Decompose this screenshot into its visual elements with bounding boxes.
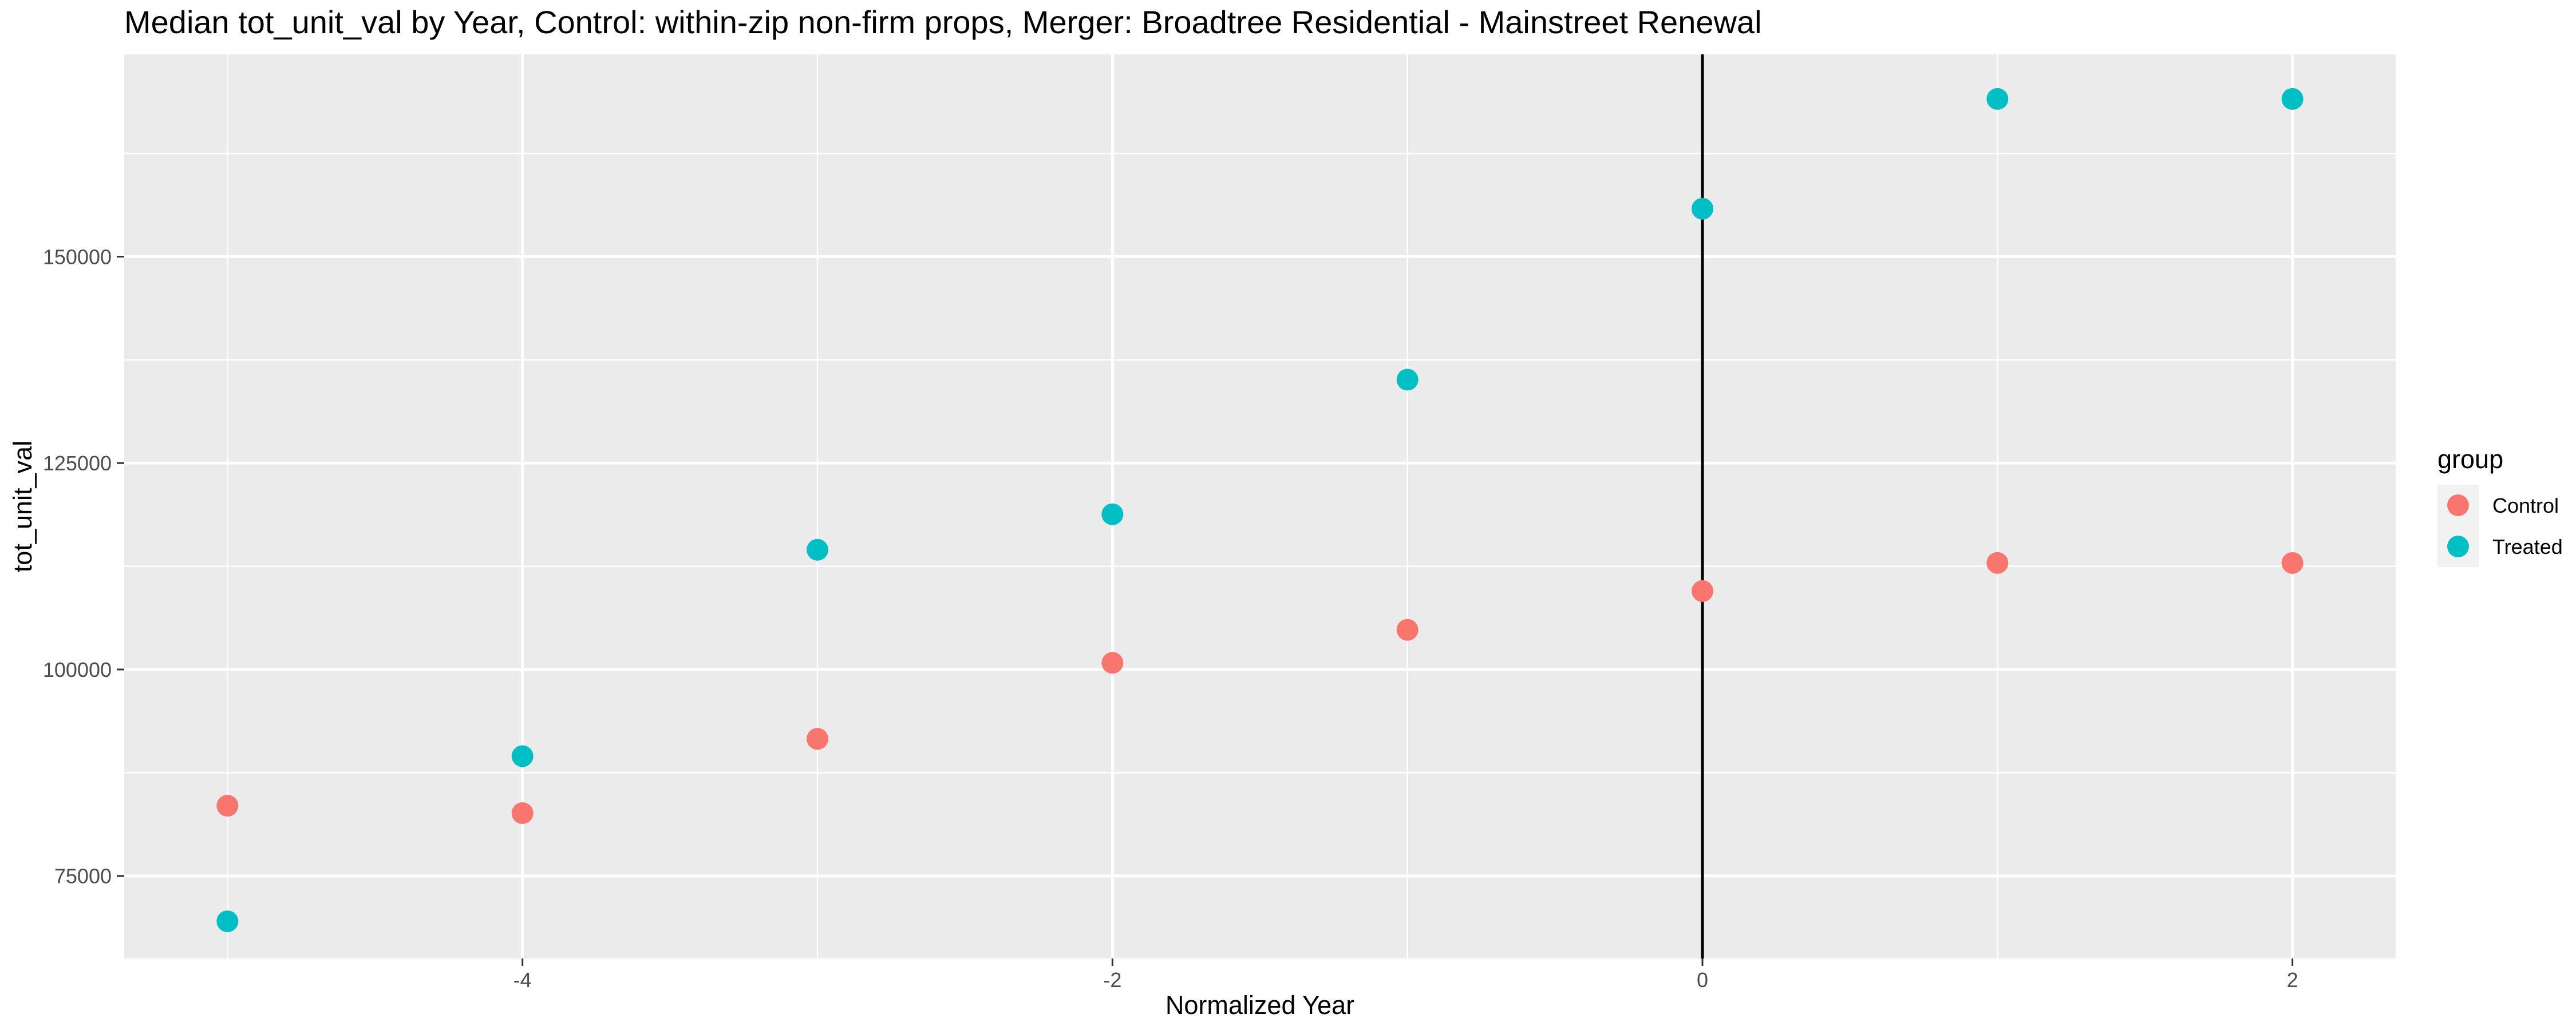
- point-control: [2281, 552, 2304, 574]
- legend-label-treated: Treated: [2492, 535, 2563, 558]
- x-axis: -4 -2 0 2: [513, 958, 2298, 992]
- point-control: [1691, 580, 1713, 602]
- y-axis-title: tot_unit_val: [8, 441, 37, 572]
- legend-key-treated: [2447, 536, 2469, 557]
- chart-title: Median tot_unit_val by Year, Control: wi…: [124, 4, 1762, 40]
- y-tick-label: 125000: [43, 451, 112, 475]
- y-tick-label: 150000: [43, 245, 112, 269]
- point-treated: [511, 745, 534, 767]
- x-tick-label: 0: [1697, 968, 1708, 992]
- legend-key-control: [2447, 494, 2469, 516]
- x-tick-label: -4: [513, 968, 532, 992]
- legend-title: group: [2437, 445, 2503, 474]
- point-control: [216, 795, 239, 817]
- point-treated: [1986, 88, 2009, 110]
- y-tick-label: 100000: [43, 658, 112, 682]
- legend-items: Control Treated: [2437, 485, 2563, 567]
- x-axis-title: Normalized Year: [1165, 991, 1354, 1020]
- point-control: [807, 728, 829, 750]
- plot-panel: [124, 54, 2396, 958]
- point-treated: [807, 538, 829, 561]
- point-control: [1986, 552, 2009, 574]
- legend: group Control Treated: [2437, 445, 2563, 567]
- x-tick-label: 2: [2287, 968, 2298, 992]
- y-tick-label: 75000: [54, 865, 112, 888]
- point-treated: [1396, 369, 1419, 391]
- point-control: [511, 802, 534, 825]
- minor-gridlines: [124, 54, 2396, 958]
- point-control: [1396, 619, 1419, 641]
- point-control: [1101, 652, 1124, 674]
- legend-label-control: Control: [2492, 494, 2559, 517]
- y-axis: 75000 100000 125000 150000: [43, 245, 124, 888]
- point-treated: [216, 910, 239, 933]
- x-tick-label: -2: [1103, 968, 1121, 992]
- data-points: [216, 88, 2304, 933]
- point-treated: [2281, 88, 2304, 110]
- point-treated: [1691, 197, 1713, 220]
- point-treated: [1101, 503, 1124, 525]
